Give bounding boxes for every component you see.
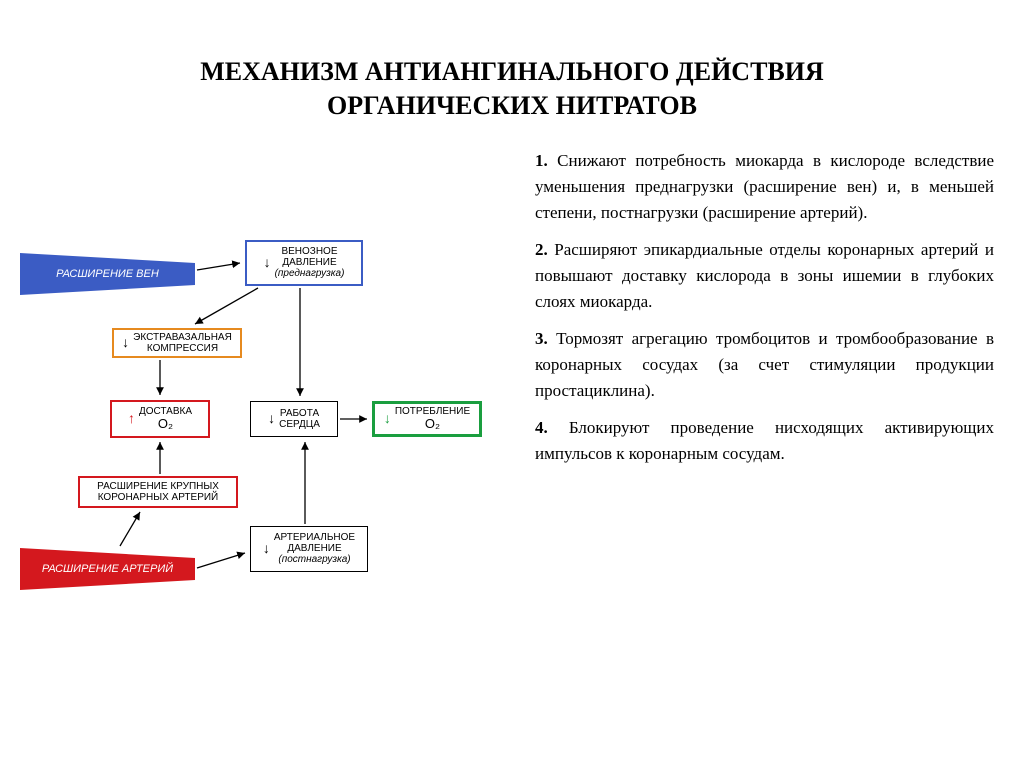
arterial-pressure-box: ↓ АРТЕРИАЛЬНОЕ ДАВЛЕНИЕ (постнагрузка) — [250, 526, 368, 572]
down-arrow-icon: ↓ — [384, 411, 391, 426]
heart-work-box: ↓ РАБОТА СЕРДЦА — [250, 401, 338, 437]
down-arrow-icon: ↓ — [264, 255, 271, 270]
o2-consumption-box: ↓ ПОТРЕБЛЕНИЕ O₂ — [372, 401, 482, 437]
down-arrow-icon: ↓ — [122, 335, 129, 350]
mechanism-diagram: РАСШИРЕНИЕ ВЕН РАСШИРЕНИЕ АРТЕРИЙ ↓ ВЕНО… — [10, 218, 510, 638]
artery-dilation-shape: РАСШИРЕНИЕ АРТЕРИЙ — [20, 548, 195, 590]
title-line-2: ОРГАНИЧЕСКИХ НИТРАТОВ — [0, 89, 1024, 123]
o2-delivery-box: ↑ ДОСТАВКА O₂ — [110, 400, 210, 438]
up-arrow-icon: ↑ — [128, 411, 135, 426]
coronary-dilation-box: РАСШИРЕНИЕ КРУПНЫХ КОРОНАРНЫХ АРТЕРИЙ — [78, 476, 238, 508]
down-arrow-icon: ↓ — [263, 541, 270, 556]
venous-pressure-box: ↓ ВЕНОЗНОЕ ДАВЛЕНИЕ (преднагрузка) — [245, 240, 363, 286]
down-arrow-icon: ↓ — [268, 411, 275, 426]
vein-dilation-shape: РАСШИРЕНИЕ ВЕН — [20, 253, 195, 295]
title-line-1: МЕХАНИЗМ АНТИАНГИНАЛЬНОГО ДЕЙСТВИЯ — [0, 55, 1024, 89]
explanation-text: 1. Снижают потребность миокарда в кислор… — [510, 148, 994, 638]
extravasal-compression-box: ↓ ЭКСТРАВАЗАЛЬНАЯ КОМПРЕССИЯ — [112, 328, 242, 358]
